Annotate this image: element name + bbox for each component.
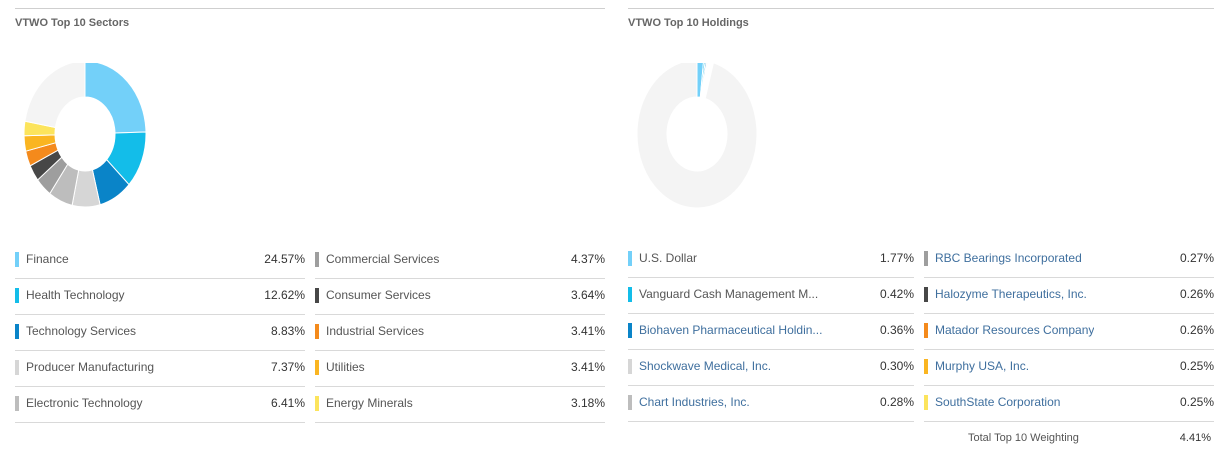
legend-value: 0.27% [1179, 251, 1214, 265]
legend-swatch [628, 395, 632, 410]
holdings-title: VTWO Top 10 Holdings [628, 17, 749, 29]
legend-swatch [924, 359, 928, 374]
legend-row: Shockwave Medical, Inc. 0.30% [628, 349, 914, 386]
total-weighting-value: 4.41% [1179, 432, 1211, 444]
legend-label: Vanguard Cash Management M... [639, 287, 819, 301]
pie-slice [84, 63, 147, 134]
panel-divider [15, 8, 605, 9]
legend-value: 0.25% [1179, 359, 1214, 373]
legend-label: Commercial Services [326, 252, 440, 266]
legend-value: 0.30% [879, 359, 914, 373]
legend-row: Producer Manufacturing 7.37% [15, 350, 305, 387]
legend-label: Industrial Services [326, 324, 425, 338]
legend-label: Producer Manufacturing [26, 360, 155, 374]
legend-swatch [15, 324, 19, 339]
holding-link[interactable]: Halozyme Therapeutics, Inc. [935, 287, 1087, 301]
legend-row: Matador Resources Company 0.26% [924, 313, 1214, 350]
legend-label: Finance [26, 252, 69, 266]
legend-value: 12.62% [264, 288, 305, 302]
legend-value: 6.41% [270, 396, 305, 410]
legend-value: 0.36% [879, 323, 914, 337]
holding-link[interactable]: Biohaven Pharmaceutical Holdin... [639, 323, 823, 337]
holding-link[interactable]: RBC Bearings Incorporated [935, 251, 1082, 265]
legend-row: Energy Minerals 3.18% [315, 386, 605, 423]
legend-value: 0.26% [1179, 323, 1214, 337]
legend-label: Electronic Technology [26, 396, 143, 410]
legend-swatch [628, 359, 632, 374]
legend-label: Utilities [326, 360, 365, 374]
legend-label: Health Technology [26, 288, 125, 302]
legend-value: 0.42% [879, 287, 914, 301]
legend-label: Energy Minerals [326, 396, 413, 410]
legend-row: Murphy USA, Inc. 0.25% [924, 349, 1214, 386]
legend-row: Halozyme Therapeutics, Inc. 0.26% [924, 277, 1214, 314]
legend-swatch [924, 251, 928, 266]
legend-value: 0.28% [879, 395, 914, 409]
sectors-legend-right: Commercial Services 4.37% Consumer Service… [315, 242, 605, 424]
legend-swatch [15, 252, 19, 267]
holdings-panel: VTWO Top 10 Holdings U.S. Dollar 1.77% Van… [628, 8, 1214, 448]
legend-row: Vanguard Cash Management M... 0.42% [628, 277, 914, 314]
legend-value: 4.37% [570, 252, 605, 266]
legend-row: Chart Industries, Inc. 0.28% [628, 385, 914, 422]
legend-label: U.S. Dollar [639, 251, 698, 265]
legend-swatch [15, 396, 19, 411]
legend-value: 0.26% [1179, 287, 1214, 301]
legend-row: Biohaven Pharmaceutical Holdin... 0.36% [628, 313, 914, 350]
legend-value: 3.41% [570, 324, 605, 338]
holdings-legend-right: RBC Bearings Incorporated 0.27% Halozyme T… [924, 241, 1214, 423]
holdings-legend-left: U.S. Dollar 1.77% Vanguard Cash Management… [628, 241, 914, 423]
legend-row: Utilities 3.41% [315, 350, 605, 387]
legend-label: Consumer Services [326, 288, 431, 302]
legend-value: 0.25% [1179, 395, 1214, 409]
legend-swatch [628, 323, 632, 338]
legend-swatch [315, 288, 319, 303]
legend-label: Technology Services [26, 324, 137, 338]
legend-row: Electronic Technology 6.41% [15, 386, 305, 423]
legend-swatch [315, 360, 319, 375]
legend-swatch [315, 324, 319, 339]
pie-slice-remainder [636, 63, 758, 209]
legend-swatch [924, 395, 928, 410]
legend-row: RBC Bearings Incorporated 0.27% [924, 241, 1214, 278]
holding-link[interactable]: Murphy USA, Inc. [935, 359, 1030, 373]
legend-swatch [628, 287, 632, 302]
pie-slice-remainder [24, 63, 86, 129]
legend-swatch [924, 323, 928, 338]
legend-row: Technology Services 8.83% [15, 314, 305, 351]
holding-link[interactable]: SouthState Corporation [935, 395, 1061, 409]
legend-value: 7.37% [270, 360, 305, 374]
legend-value: 3.18% [570, 396, 605, 410]
holding-link[interactable]: Shockwave Medical, Inc. [639, 359, 772, 373]
legend-row: Health Technology 12.62% [15, 278, 305, 315]
sectors-title: VTWO Top 10 Sectors [15, 17, 130, 29]
legend-swatch [315, 252, 319, 267]
holding-link[interactable]: Matador Resources Company [935, 323, 1095, 337]
legend-swatch [628, 251, 632, 266]
legend-swatch [315, 396, 319, 411]
legend-value: 8.83% [270, 324, 305, 338]
holding-link[interactable]: Chart Industries, Inc. [639, 395, 750, 409]
legend-row: Commercial Services 4.37% [315, 242, 605, 279]
legend-swatch [15, 288, 19, 303]
legend-row: Finance 24.57% [15, 242, 305, 279]
panel-divider [628, 8, 1214, 9]
legend-row: Consumer Services 3.64% [315, 278, 605, 315]
legend-swatch [924, 287, 928, 302]
legend-swatch [15, 360, 19, 375]
sectors-panel: VTWO Top 10 Sectors Finance 24.57% Health … [15, 8, 605, 448]
legend-row: U.S. Dollar 1.77% [628, 241, 914, 278]
sectors-legend-left: Finance 24.57% Health Technology 12.62% Tech… [15, 242, 305, 424]
legend-value: 1.77% [879, 251, 914, 265]
legend-row: Industrial Services 3.41% [315, 314, 605, 351]
sectors-donut-chart [23, 63, 147, 208]
legend-value: 3.64% [570, 288, 605, 302]
legend-value: 3.41% [570, 360, 605, 374]
legend-value: 24.57% [264, 252, 305, 266]
total-weighting-label: Total Top 10 Weighting [968, 432, 1079, 444]
holdings-donut-chart [636, 63, 758, 209]
legend-row: SouthState Corporation 0.25% [924, 385, 1214, 422]
